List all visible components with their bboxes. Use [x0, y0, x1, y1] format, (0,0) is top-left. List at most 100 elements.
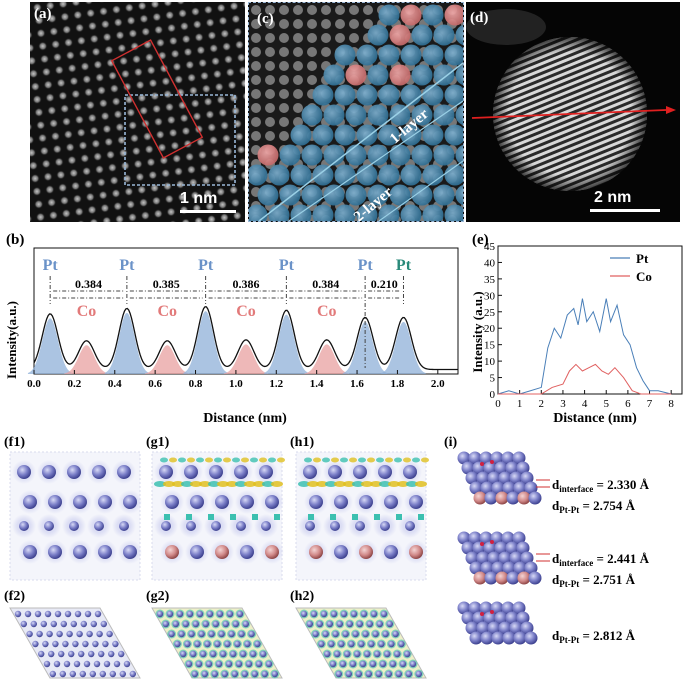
pt-atom: [271, 670, 278, 678]
pt-atom: [400, 164, 422, 186]
pt-atom: [480, 481, 494, 495]
pt-atom: [355, 670, 362, 678]
marker: [480, 462, 484, 466]
x-tick-label: 0.4: [108, 378, 122, 390]
pt-atom: [186, 610, 194, 618]
pt-atom: [411, 64, 433, 86]
pt-atom: [444, 204, 463, 221]
x-tick-label: 4: [582, 398, 588, 410]
pt-atom: [330, 521, 340, 531]
pt-atom: [502, 481, 516, 495]
pt-atom: [524, 481, 538, 495]
y-tick-label: 30: [484, 290, 496, 302]
pt-atom: [117, 465, 131, 479]
pt-atom: [378, 164, 400, 186]
charge-density: [358, 457, 366, 463]
co-label: Co: [157, 303, 177, 320]
pt-atom: [404, 650, 411, 658]
charge-density: [412, 457, 420, 463]
panel-a-label: (a): [34, 6, 52, 22]
pt-atom: [384, 495, 398, 509]
charge-density: [330, 514, 336, 520]
pt-atom: [483, 611, 497, 625]
panel-g1-label: (g1): [146, 435, 170, 450]
pt-atom: [528, 571, 542, 585]
pt-atom: [80, 620, 88, 628]
peak-co: [145, 345, 190, 374]
pt-atom: [403, 465, 417, 479]
charge-density: [352, 481, 364, 487]
pt-atom: [484, 571, 498, 585]
pt-atom: [53, 660, 61, 668]
co-atom: [517, 491, 531, 505]
pt-atom: [362, 630, 369, 638]
peak-pt: [183, 311, 228, 374]
panel-f1-label: (f1): [4, 435, 25, 450]
pt-atom: [236, 521, 246, 531]
pt-atom: [26, 630, 33, 638]
pt-atom: [389, 144, 411, 166]
pt-atom: [42, 465, 56, 479]
pt-atom: [516, 461, 530, 475]
marker: [490, 610, 494, 614]
pt-atom: [378, 4, 400, 26]
pt-atom: [210, 650, 217, 658]
pt-atom: [78, 650, 85, 658]
pt-atom: [494, 461, 508, 475]
pt-atom: [17, 465, 31, 479]
pt-atom: [455, 144, 463, 166]
pt-atom: [23, 495, 37, 509]
panel-h2-label: (h2): [290, 589, 314, 604]
pt-atom: [509, 621, 523, 635]
panel-c-label: (c): [257, 11, 274, 27]
y-tick-label: 20: [484, 323, 496, 335]
pt-atom: [444, 124, 463, 146]
pt-atom: [241, 670, 248, 678]
pt-atom: [30, 620, 37, 628]
pt-atom: [400, 44, 422, 66]
d-value: dinterface = 2.441 Å: [552, 551, 650, 568]
series-co: [498, 363, 672, 395]
pt-atom: [73, 545, 87, 559]
pt-atom: [491, 561, 505, 575]
charge-density: [223, 457, 231, 463]
pt-atom: [109, 670, 117, 678]
charge-density: [232, 457, 240, 463]
pt-atom: [89, 670, 97, 678]
co-atom: [265, 545, 279, 559]
pt-atom: [378, 640, 385, 648]
pt-atom: [74, 610, 82, 618]
pt-atom: [469, 561, 483, 575]
pt-atom: [279, 144, 301, 166]
pt-atom: [251, 670, 258, 678]
pt-atom: [389, 660, 397, 668]
charge-density: [208, 481, 220, 487]
pt-atom: [60, 620, 67, 628]
pt-atom: [468, 601, 482, 615]
charge-density: [214, 457, 222, 463]
pt-atom: [352, 630, 359, 638]
pt-atom: [34, 610, 42, 618]
x-tick-label: 1: [517, 398, 523, 410]
pt-atom: [54, 610, 62, 618]
charge-density: [307, 481, 319, 487]
pt-atom: [349, 660, 357, 668]
panel-d-scale-text: 2 nm: [594, 189, 632, 206]
spacing-value: 0.210: [371, 277, 398, 291]
pt-atom: [248, 630, 255, 638]
pt-atom: [370, 610, 378, 618]
panel-i-label: (i): [444, 435, 458, 450]
pt-atom: [312, 630, 319, 638]
y-tick-label: 15: [484, 340, 496, 352]
pt-label: Pt: [358, 257, 374, 274]
pt-atom: [465, 551, 479, 565]
pt-atom: [255, 660, 263, 668]
legend-label: Co: [636, 269, 652, 284]
x-tick-label: 0.6: [148, 378, 162, 390]
pt-atom: [334, 650, 341, 658]
pt-atom: [422, 44, 444, 66]
pt-atom: [386, 620, 393, 628]
pt-atom: [312, 204, 334, 221]
panel-e-frame: [497, 245, 683, 395]
charge-density: [163, 481, 175, 487]
